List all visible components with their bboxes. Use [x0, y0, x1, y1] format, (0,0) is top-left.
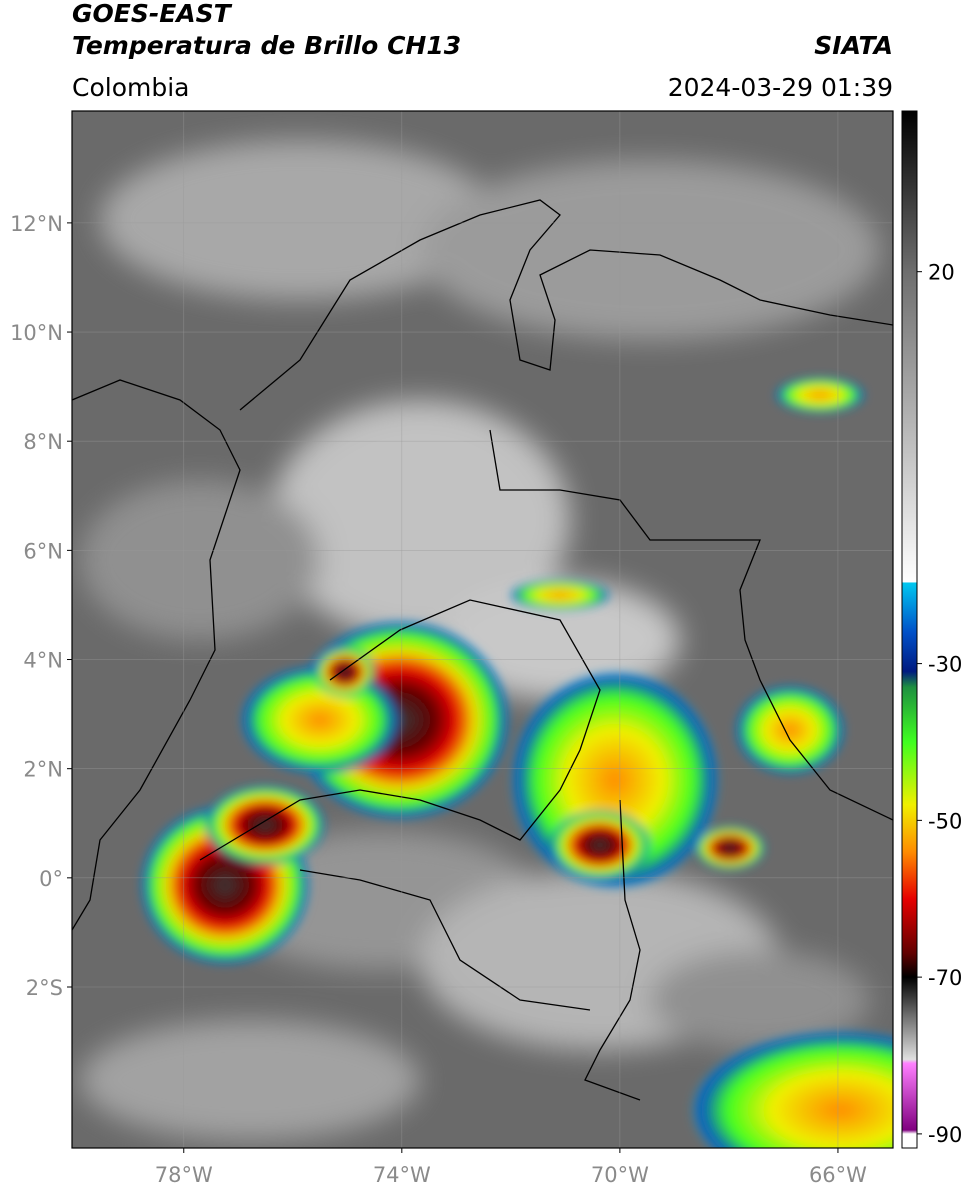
- datetime: 2024-03-29 01:39: [668, 73, 893, 102]
- colorbar: [901, 110, 918, 1149]
- convective-cells: [140, 377, 893, 1148]
- colorbar-tick-label: -90: [928, 1123, 962, 1147]
- colorbar-tick-label: -50: [928, 809, 962, 833]
- y-tick-label: 8°N: [23, 430, 63, 454]
- source: SIATA: [814, 31, 893, 60]
- y-tick-label: 0°: [39, 867, 63, 891]
- y-tick-label: 2°N: [23, 758, 63, 782]
- x-tick-label: 70°W: [591, 1163, 649, 1187]
- y-tick-label: 2°S: [26, 976, 63, 1000]
- x-tick-label: 66°W: [809, 1163, 867, 1187]
- gridlines: [72, 111, 893, 1148]
- region: Colombia: [72, 73, 189, 102]
- subtitle: Temperatura de Brillo CH13: [72, 31, 461, 60]
- colorbar-tick-label: -30: [928, 653, 962, 677]
- borders: [72, 199, 893, 1101]
- y-tick-label: 6°N: [23, 539, 63, 563]
- colorbar-tick-label: -70: [928, 966, 962, 990]
- map-frame: [71, 110, 894, 1149]
- title: GOES-EAST: [72, 0, 233, 28]
- y-tick-label: 12°N: [10, 212, 63, 236]
- x-tick-label: 78°W: [155, 1163, 213, 1187]
- satellite-image: [72, 111, 893, 1148]
- y-tick-label: 4°N: [23, 649, 63, 673]
- colorbar-tick-label: 20: [928, 261, 955, 285]
- x-tick-label: 74°W: [373, 1163, 431, 1187]
- y-tick-label: 10°N: [10, 321, 63, 345]
